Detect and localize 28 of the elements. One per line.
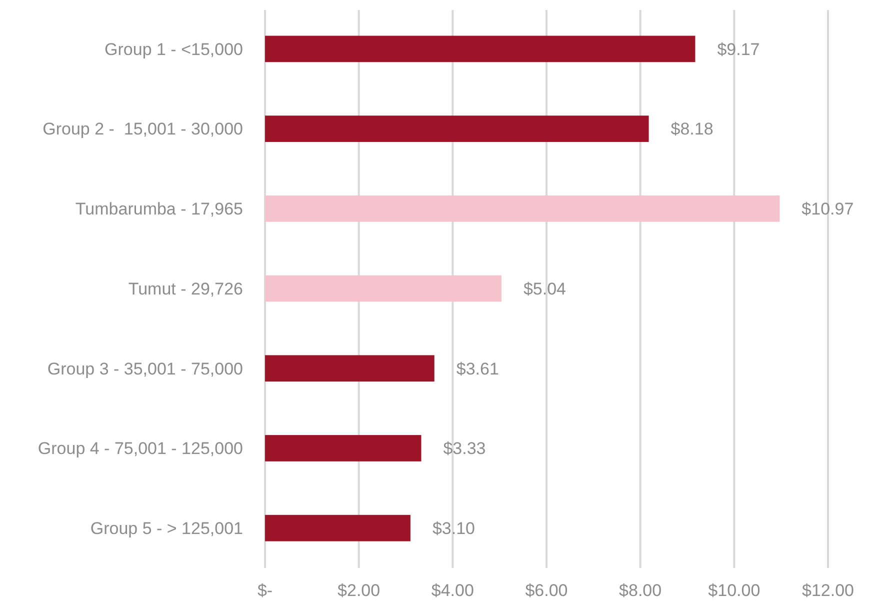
x-tick-label: $2.00	[338, 581, 380, 600]
data-label: $10.97	[802, 200, 854, 219]
y-tick-label: Tumbarumba - 17,965	[75, 200, 243, 219]
y-tick-label: Group 3 - 35,001 - 75,000	[47, 359, 243, 378]
data-label: $9.17	[717, 40, 760, 59]
bar	[265, 275, 502, 302]
x-tick-label: $10.00	[708, 581, 760, 600]
x-tick-label: $4.00	[431, 581, 474, 600]
y-tick-label: Group 4 - 75,001 - 125,000	[38, 439, 243, 458]
x-tick-label: $12.00	[802, 581, 854, 600]
data-label: $3.61	[456, 359, 499, 378]
bar	[265, 195, 780, 222]
bar	[265, 36, 696, 62]
x-tick-label: $6.00	[525, 581, 568, 600]
data-label: $8.18	[670, 120, 714, 139]
data-label: $5.04	[523, 279, 566, 298]
y-tick-label: Group 5 - > 125,001	[90, 519, 243, 538]
data-label: $3.10	[432, 519, 475, 538]
x-tick-label: $-	[257, 581, 273, 600]
y-tick-label: Tumut - 29,726	[128, 279, 243, 298]
bar	[265, 116, 649, 142]
bar	[265, 435, 422, 462]
data-label: $3.33	[443, 439, 486, 458]
bar	[265, 514, 410, 542]
y-tick-label: Group 1 - <15,000	[104, 40, 243, 59]
bar	[265, 355, 434, 382]
x-tick-label: $8.00	[619, 581, 662, 600]
y-tick-label: Group 2 - 15,001 - 30,000	[42, 120, 243, 139]
